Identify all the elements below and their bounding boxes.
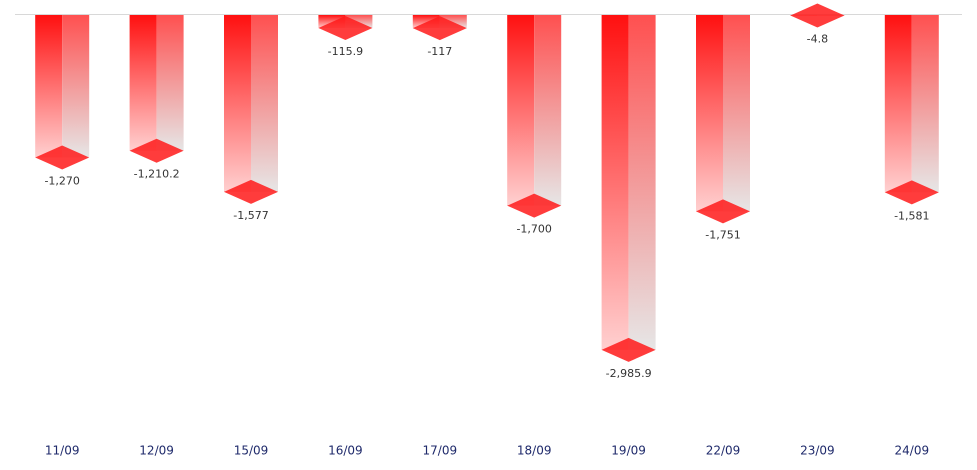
bar <box>507 15 535 206</box>
value-label: -1,581 <box>894 209 929 222</box>
bar-cap <box>129 138 184 163</box>
value-label: -1,210.2 <box>134 168 180 181</box>
bar-cap <box>412 16 467 41</box>
value-label: -1,751 <box>705 228 740 241</box>
bar-cap <box>696 199 750 224</box>
x-tick-label: 15/09 <box>234 444 269 458</box>
bar-cap <box>224 179 278 204</box>
x-tick-label: 11/09 <box>45 444 80 458</box>
x-tick-label: 12/09 <box>139 444 174 458</box>
x-tick-label: 18/09 <box>517 444 552 458</box>
value-label: -1,577 <box>233 209 268 222</box>
x-tick-label: 22/09 <box>706 444 741 458</box>
x-tick-label: 16/09 <box>328 444 363 458</box>
bar <box>696 15 723 212</box>
bar-cap <box>884 180 939 205</box>
bar <box>129 15 157 151</box>
bar-cap <box>790 3 845 28</box>
value-label: -4.8 <box>807 33 828 46</box>
bar-side <box>62 15 90 158</box>
x-tick-label: 17/09 <box>423 444 458 458</box>
bar-side <box>628 15 656 350</box>
bar-side <box>156 15 184 151</box>
bar-cap <box>35 145 90 170</box>
bar-side <box>534 15 562 206</box>
bar-cap <box>601 337 656 362</box>
bar <box>35 15 63 158</box>
x-tick-label: 24/09 <box>895 444 930 458</box>
bar <box>224 15 251 192</box>
value-label: -1,700 <box>516 223 551 236</box>
x-tick-label: 19/09 <box>611 444 646 458</box>
x-tick-label: 23/09 <box>800 444 835 458</box>
bar-side <box>723 15 750 212</box>
value-label: -1,270 <box>44 174 79 187</box>
bar-cap <box>318 15 373 40</box>
bar-side <box>251 15 278 192</box>
bar <box>601 15 629 350</box>
bar <box>884 15 912 193</box>
bar-cap <box>507 193 562 218</box>
value-label: -115.9 <box>328 45 363 58</box>
value-label: -117 <box>427 45 452 58</box>
value-label: -2,985.9 <box>606 367 652 380</box>
bar-side <box>911 15 939 193</box>
